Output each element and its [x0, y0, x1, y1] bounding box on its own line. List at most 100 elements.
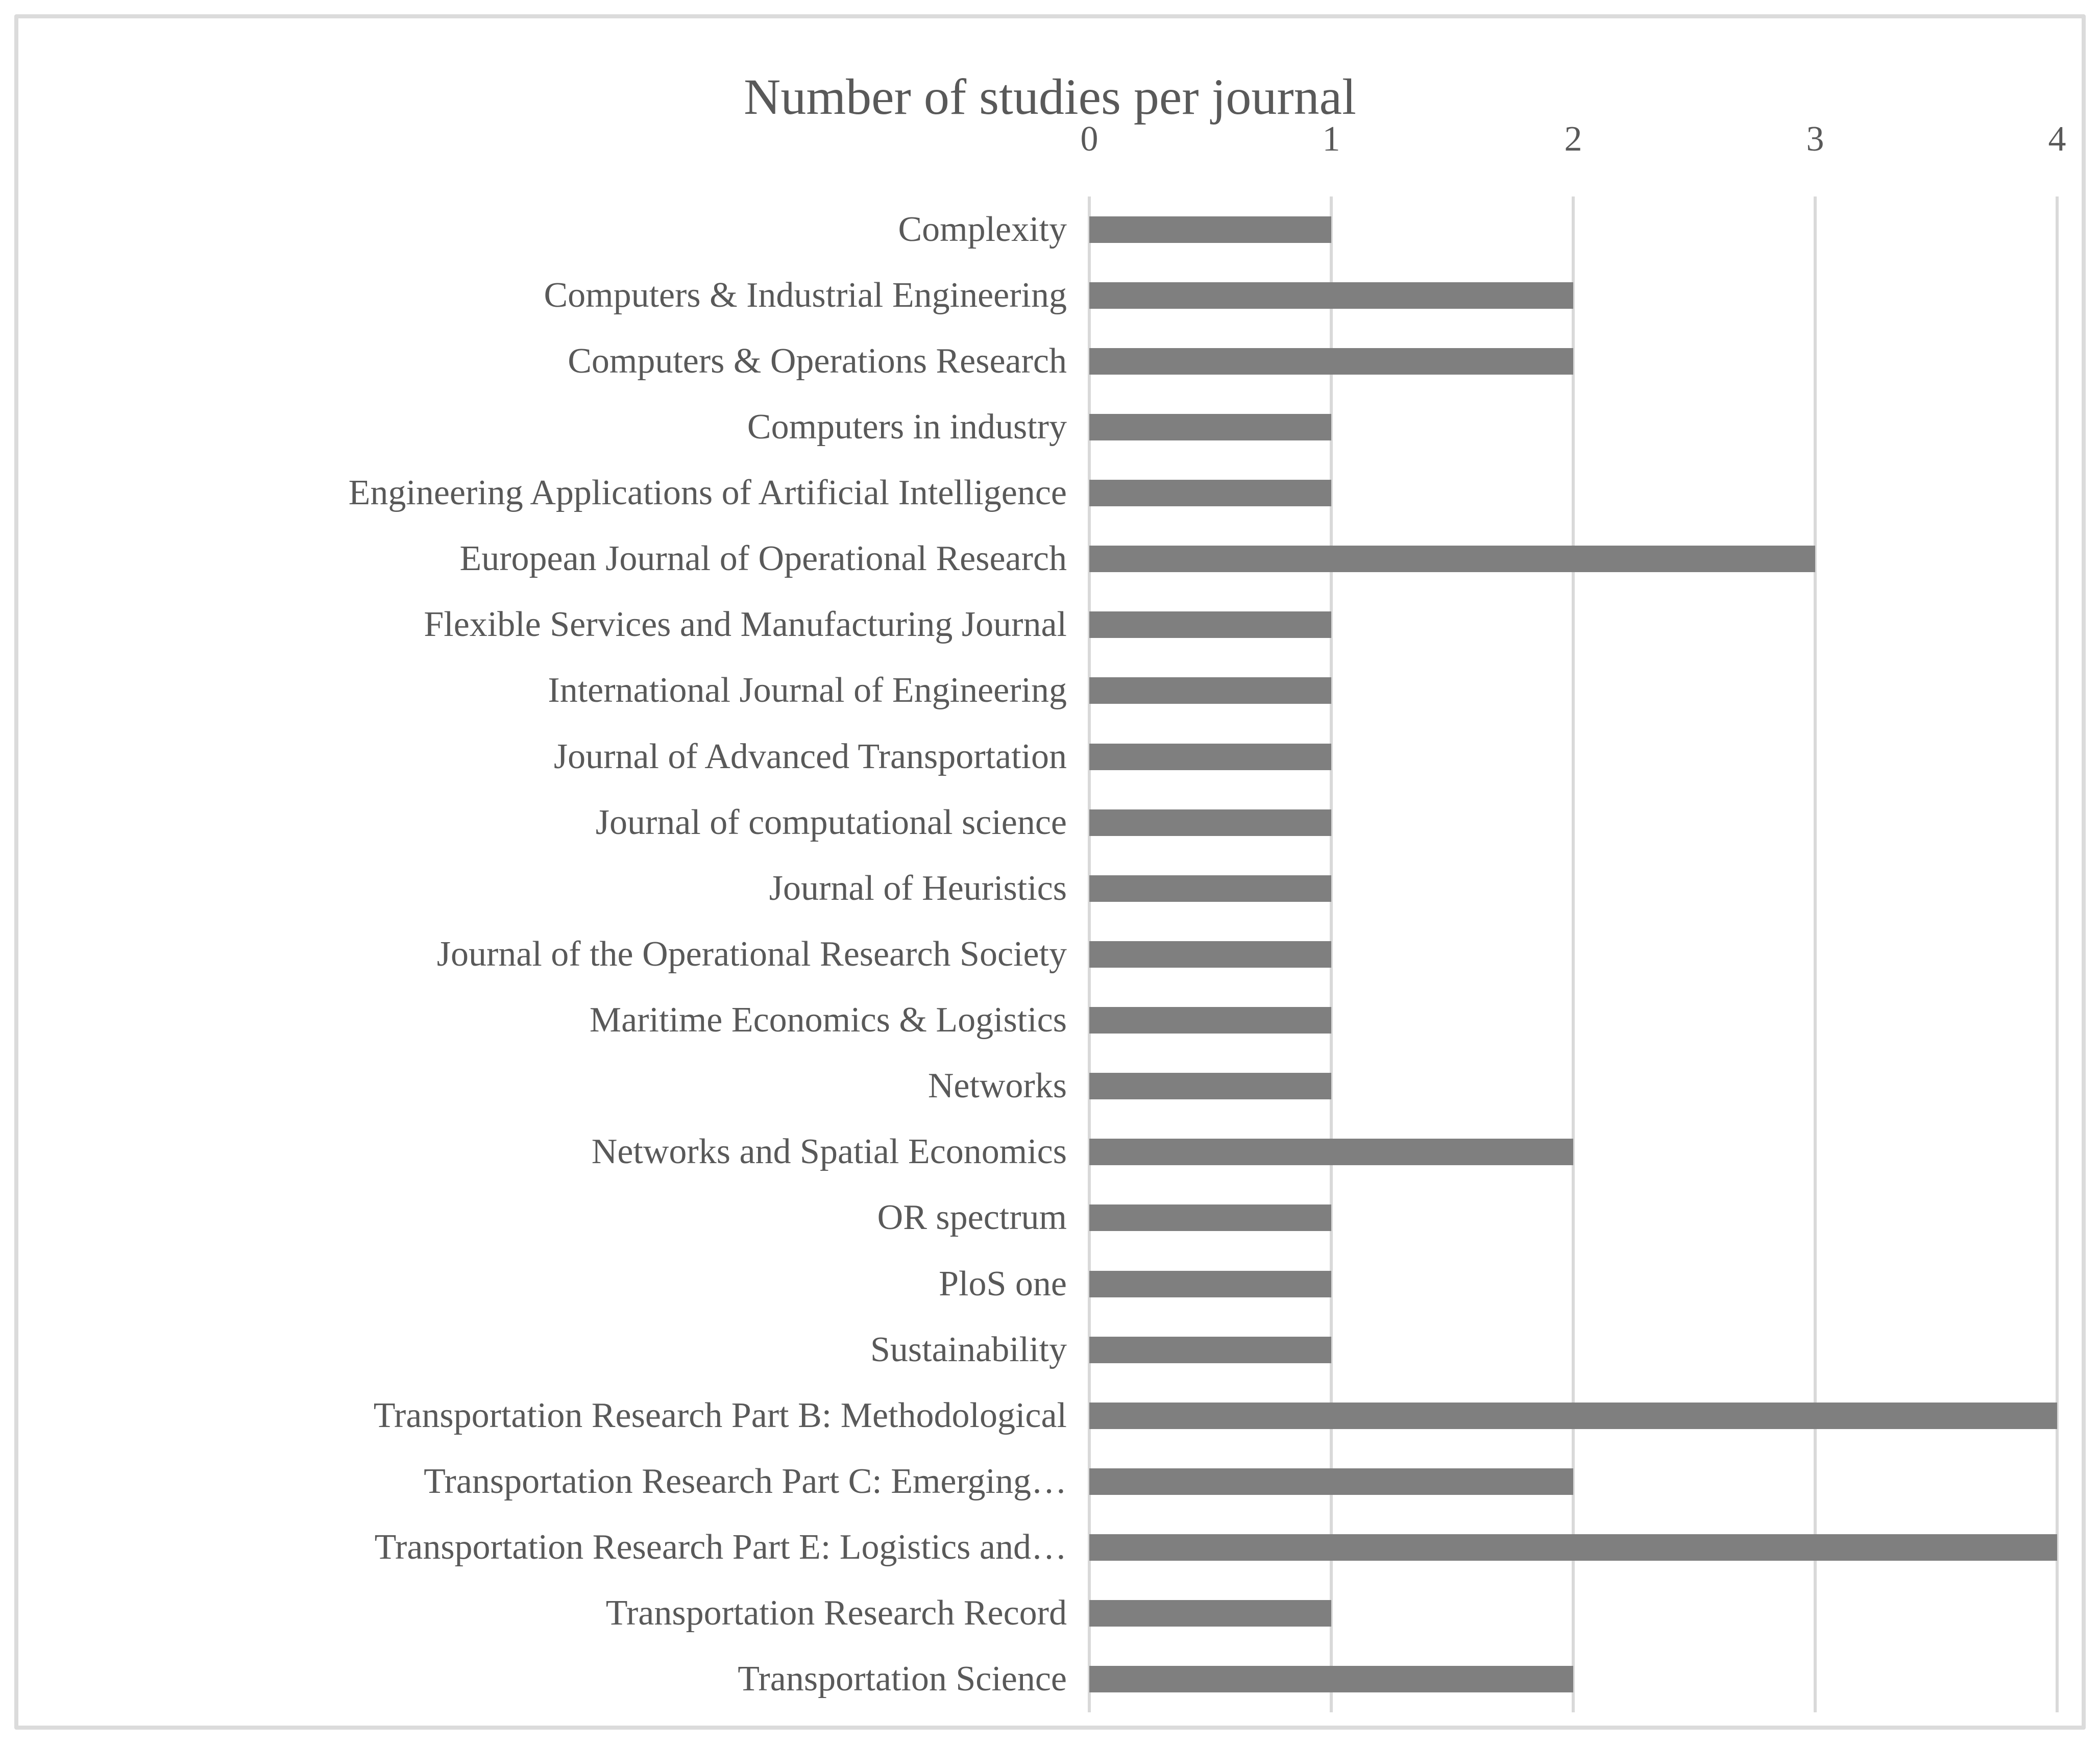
label-row: European Journal of Operational Research [0, 526, 1067, 592]
bar [1089, 546, 1815, 573]
bar [1089, 809, 1331, 836]
category-label: Transportation Science [738, 1659, 1067, 1699]
bar [1089, 875, 1331, 902]
category-label: Networks [927, 1066, 1067, 1106]
bar-row [1089, 526, 2057, 592]
category-label: Flexible Services and Manufacturing Jour… [424, 605, 1067, 645]
category-label: European Journal of Operational Research [459, 539, 1067, 579]
gridline [1814, 196, 1817, 1712]
category-label: Sustainability [870, 1330, 1067, 1369]
bar [1089, 743, 1331, 770]
label-row: Journal of the Operational Research Soci… [0, 921, 1067, 987]
label-row: Transportation Research Part E: Logistic… [0, 1515, 1067, 1581]
label-row: Transportation Science [0, 1646, 1067, 1712]
bar [1089, 216, 1331, 243]
category-label: Computers in industry [747, 407, 1067, 447]
category-label: Journal of Heuristics [769, 868, 1067, 908]
x-tick-label: 4 [2048, 119, 2066, 159]
bar-row [1089, 921, 2057, 987]
bar-row [1089, 1251, 2057, 1317]
category-label: PloS one [939, 1264, 1067, 1304]
label-row: Computers & Industrial Engineering [0, 262, 1067, 328]
bar-row [1089, 1515, 2057, 1581]
label-row: Transportation Research Record [0, 1581, 1067, 1646]
category-label: Computers & Operations Research [568, 341, 1067, 381]
bar [1089, 677, 1331, 704]
bar [1089, 282, 1573, 309]
label-row: Engineering Applications of Artificial I… [0, 460, 1067, 526]
label-row: Complexity [0, 196, 1067, 262]
bar-row [1089, 394, 2057, 460]
label-row: Journal of Advanced Transportation [0, 724, 1067, 790]
chart-title: Number of studies per journal [744, 68, 1356, 125]
bar [1089, 1204, 1331, 1232]
category-rows [1089, 196, 2057, 1712]
bar-row [1089, 592, 2057, 658]
bar-row [1089, 988, 2057, 1053]
label-row: Flexible Services and Manufacturing Jour… [0, 592, 1067, 658]
bar-row [1089, 1646, 2057, 1712]
bar-row [1089, 460, 2057, 526]
label-row: Transportation Research Part C: Emerging… [0, 1448, 1067, 1514]
category-label: Maritime Economics & Logistics [589, 1000, 1067, 1040]
bar-row [1089, 724, 2057, 790]
bar [1089, 1468, 1573, 1495]
bar [1089, 611, 1331, 638]
category-label: Engineering Applications of Artificial I… [348, 473, 1067, 513]
label-row: International Journal of Engineering [0, 658, 1067, 724]
label-row: Journal of Heuristics [0, 855, 1067, 921]
bar [1089, 413, 1331, 440]
category-label: Journal of Advanced Transportation [553, 736, 1067, 776]
gridline [1572, 196, 1575, 1712]
bar-row [1089, 855, 2057, 921]
category-label: Transportation Research Part B: Methodol… [373, 1395, 1067, 1435]
label-row: Networks [0, 1053, 1067, 1119]
label-row: Computers & Operations Research [0, 328, 1067, 394]
gridline [2056, 196, 2059, 1712]
category-label: International Journal of Engineering [548, 671, 1067, 710]
label-row: OR spectrum [0, 1185, 1067, 1251]
x-tick-label: 0 [1080, 119, 1098, 159]
x-tick-label: 1 [1322, 119, 1340, 159]
figure-border [14, 14, 2086, 1730]
bar [1089, 1402, 2057, 1429]
bar [1089, 348, 1573, 375]
bar-row [1089, 196, 2057, 262]
bar [1089, 1139, 1573, 1166]
category-labels: Complexity Computers & Industrial Enginee… [0, 196, 1067, 1712]
label-row: PloS one [0, 1251, 1067, 1317]
x-tick-label: 2 [1564, 119, 1582, 159]
bar [1089, 1600, 1331, 1627]
bar [1089, 480, 1331, 507]
label-row: Maritime Economics & Logistics [0, 988, 1067, 1053]
gridline [1330, 196, 1333, 1712]
bar [1089, 941, 1331, 968]
bar-row [1089, 1317, 2057, 1383]
category-label: OR spectrum [877, 1198, 1067, 1238]
bar-row [1089, 1383, 2057, 1448]
category-label: Complexity [898, 209, 1067, 249]
bar [1089, 1666, 1573, 1693]
label-row: Networks and Spatial Economics [0, 1119, 1067, 1185]
bar-row [1089, 1581, 2057, 1646]
bar-row [1089, 1448, 2057, 1514]
category-label: Transportation Research Part C: Emerging… [424, 1461, 1067, 1501]
category-label: Transportation Research Record [605, 1593, 1067, 1633]
bar [1089, 1270, 1331, 1297]
label-row: Journal of computational science [0, 790, 1067, 855]
bar-row [1089, 1119, 2057, 1185]
bar [1089, 1007, 1331, 1034]
plot-area: 0 1 2 3 4 [1081, 119, 2066, 1712]
bar-row [1089, 790, 2057, 855]
category-label: Networks and Spatial Economics [591, 1132, 1067, 1172]
label-row: Transportation Research Part B: Methodol… [0, 1383, 1067, 1448]
category-label: Computers & Industrial Engineering [544, 275, 1067, 315]
category-label: Transportation Research Part E: Logistic… [374, 1528, 1067, 1567]
bar-row [1089, 262, 2057, 328]
bar-row [1089, 1053, 2057, 1119]
bar-row [1089, 328, 2057, 394]
category-label: Journal of the Operational Research Soci… [436, 934, 1067, 974]
label-row: Sustainability [0, 1317, 1067, 1383]
x-tick-label: 3 [1806, 119, 1824, 159]
